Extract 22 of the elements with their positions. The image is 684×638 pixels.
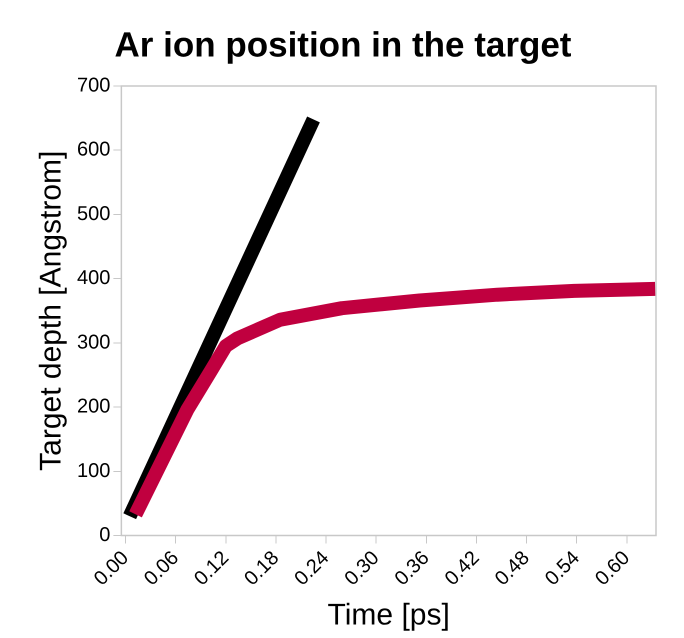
x-tick-label: 0.54 [540,546,584,590]
x-tick-label: 0.12 [190,546,234,590]
y-tick-label: 100 [76,460,110,482]
x-tick-label: 0.42 [440,546,484,590]
x-tick-label: 0.06 [140,546,184,590]
x-axis-title: Time [ps] [328,598,450,632]
x-tick-label: 0.18 [240,546,284,590]
y-tick-label: 500 [76,202,110,225]
x-tick-label: 0.00 [90,546,133,590]
x-tick-label: 0.48 [490,546,534,590]
x-tick-label: 0.24 [290,546,334,590]
y-tick-label: 700 [76,74,110,97]
y-tick-label: 300 [76,331,110,354]
y-tick-label: 200 [76,396,110,418]
chart-title: Ar ion position in the target [114,26,572,65]
x-tick-label: 0.30 [340,546,384,590]
y-tick-label: 600 [76,138,110,161]
y-axis-title: Target depth [Angstrom] [34,150,68,471]
y-tick-label: 400 [76,267,110,290]
y-tick-label: 0 [99,524,110,546]
x-tick-label: 0.36 [390,546,434,590]
x-tick-label: 0.60 [591,546,634,590]
